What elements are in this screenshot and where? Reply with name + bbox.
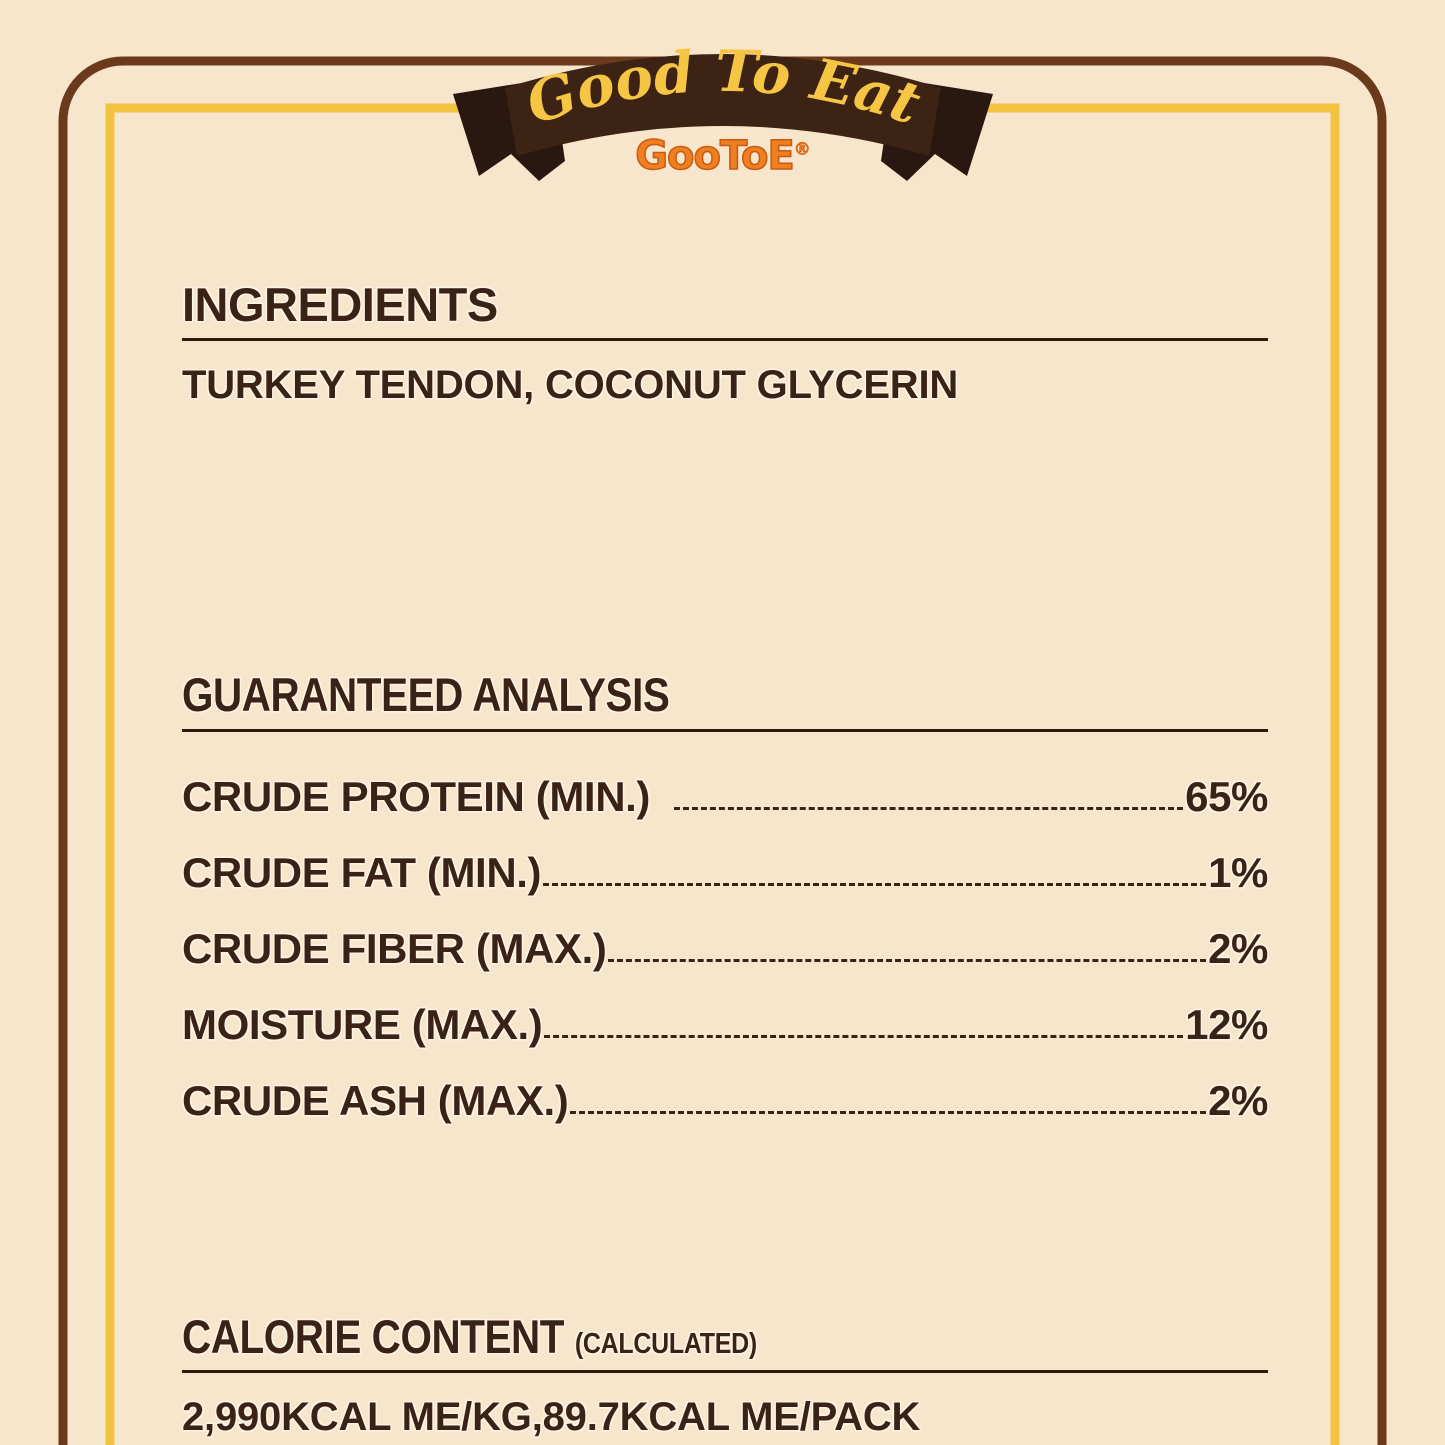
table-row: CRUDE ASH (MAX.) 2% bbox=[182, 1046, 1268, 1122]
section-guaranteed-analysis: GUARANTEED ANALYSIS CRUDE PROTEIN (MIN.)… bbox=[182, 670, 1268, 1121]
leader-line bbox=[608, 958, 1207, 962]
banner-title-text: Good To Eat bbox=[518, 38, 928, 138]
analysis-label: CRUDE ASH (MAX.) bbox=[182, 1076, 569, 1124]
svg-text:Good To Eat: Good To Eat bbox=[518, 38, 928, 138]
section-ingredients: INGREDIENTS TURKEY TENDON, COCONUT GLYCE… bbox=[182, 280, 1268, 408]
analysis-rows: CRUDE PROTEIN (MIN.) 65% CRUDE FAT (MIN.… bbox=[182, 742, 1268, 1122]
ingredients-body: TURKEY TENDON, COCONUT GLYCERIN bbox=[182, 363, 959, 408]
banner-ribbon-shape bbox=[452, 54, 993, 181]
leader-line bbox=[674, 806, 1184, 810]
analysis-label: MOISTURE (MAX.) bbox=[182, 1000, 543, 1048]
analysis-label: CRUDE FAT (MIN.) bbox=[182, 848, 542, 896]
analysis-rule bbox=[182, 728, 1268, 732]
analysis-heading: GUARANTEED ANALYSIS bbox=[182, 668, 670, 722]
brand-banner: Good To Eat GooToE® bbox=[443, 36, 1003, 201]
table-row: CRUDE FAT (MIN.) 1% bbox=[182, 818, 1268, 894]
ribbon-band bbox=[504, 54, 941, 156]
ingredients-rule bbox=[182, 338, 1268, 342]
calorie-body: 2,990KCAL ME/KG,89.7KCAL ME/PACK bbox=[182, 1395, 921, 1440]
leader-line bbox=[543, 882, 1207, 886]
analysis-value: 2% bbox=[1208, 1076, 1268, 1124]
label-content: INGREDIENTS TURKEY TENDON, COCONUT GLYCE… bbox=[182, 280, 1268, 1440]
table-row: MOISTURE (MAX.) 12% bbox=[182, 970, 1268, 1046]
leader-line bbox=[544, 1034, 1184, 1038]
calorie-heading-main: CALORIE CONTENT bbox=[182, 1309, 565, 1363]
analysis-value: 1% bbox=[1208, 848, 1268, 896]
table-row: CRUDE FIBER (MAX.) 2% bbox=[182, 894, 1268, 970]
table-row: CRUDE PROTEIN (MIN.) 65% bbox=[182, 742, 1268, 818]
analysis-value: 12% bbox=[1185, 1000, 1268, 1048]
analysis-label: CRUDE FIBER (MAX.) bbox=[182, 924, 607, 972]
ingredients-heading: INGREDIENTS bbox=[182, 278, 498, 331]
analysis-value: 65% bbox=[1185, 772, 1268, 820]
calorie-heading: CALORIE CONTENT (CALCULATED) bbox=[182, 1312, 1116, 1361]
section-calorie-content: CALORIE CONTENT (CALCULATED) 2,990KCAL M… bbox=[182, 1312, 1268, 1440]
brand-sublogo: GooToE® bbox=[443, 133, 1003, 179]
calorie-rule bbox=[182, 1370, 1268, 1374]
leader-line bbox=[570, 1110, 1207, 1114]
banner-title-svg: Good To Eat bbox=[518, 38, 928, 138]
brand-sublogo-text: GooToE bbox=[634, 133, 795, 179]
registered-mark-icon: ® bbox=[793, 139, 811, 160]
analysis-label: CRUDE PROTEIN (MIN.) bbox=[182, 772, 650, 820]
analysis-value: 2% bbox=[1208, 924, 1268, 972]
calorie-heading-note: (CALCULATED) bbox=[574, 1327, 757, 1360]
